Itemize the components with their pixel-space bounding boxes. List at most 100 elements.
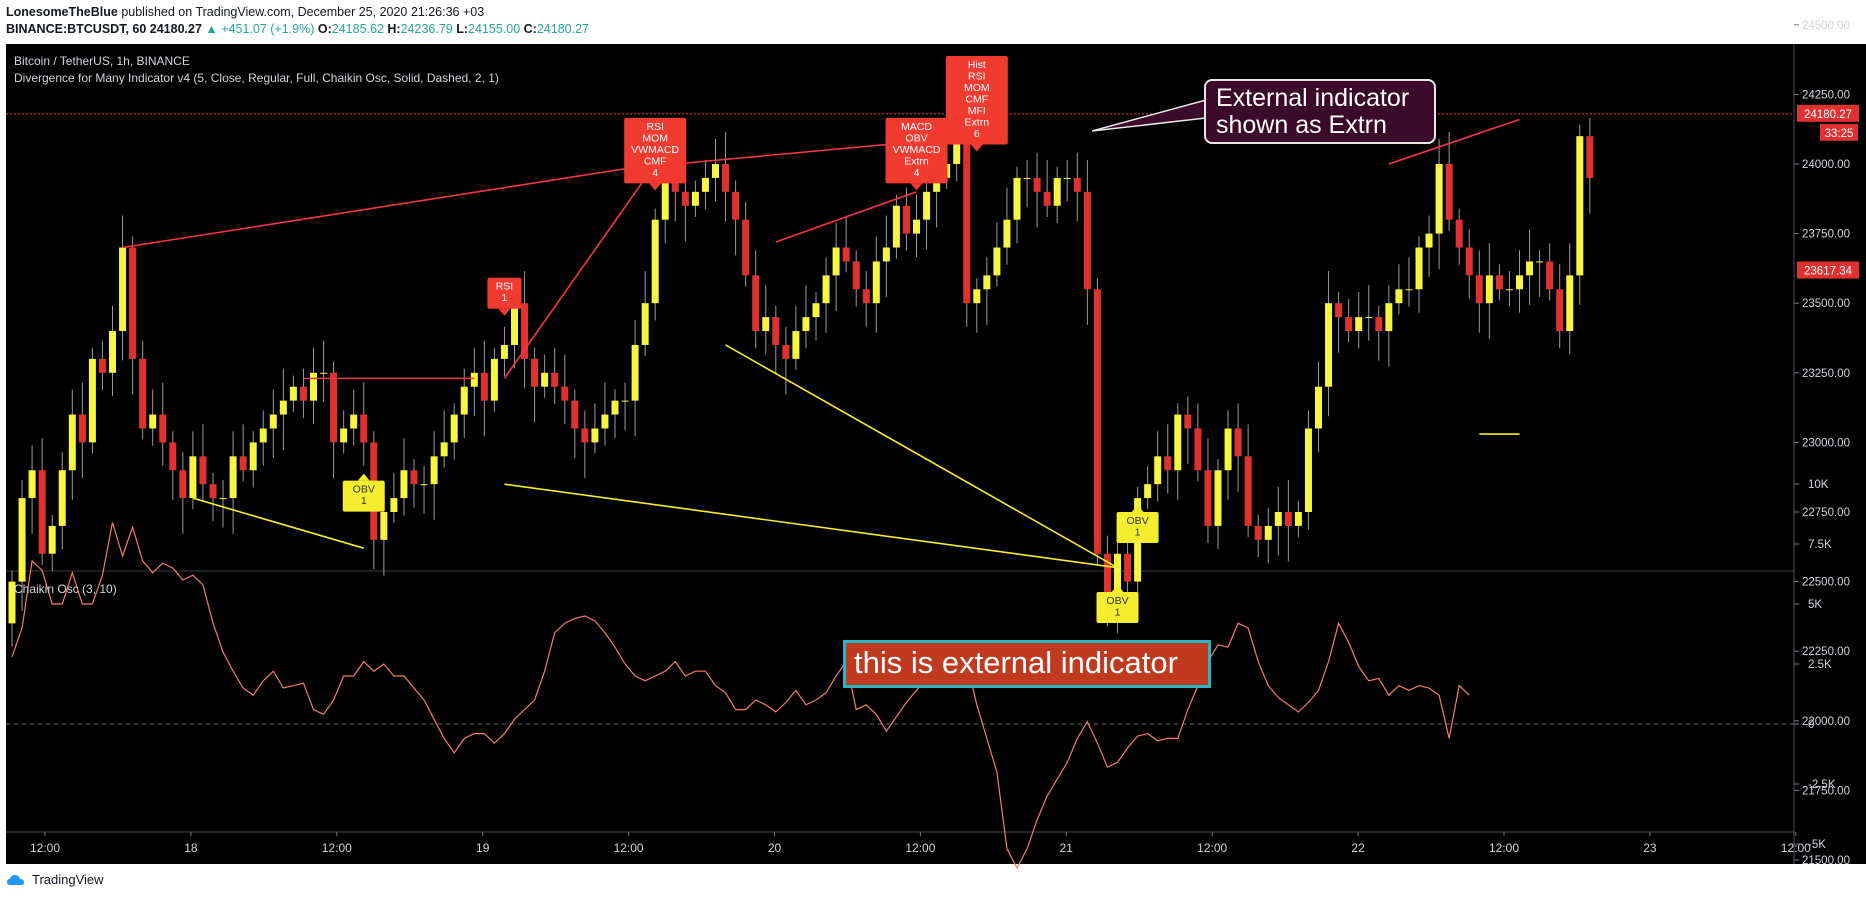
candle-body [179, 470, 187, 499]
candle-body [1345, 317, 1353, 332]
osc-tick-label: 10K [1808, 479, 1829, 491]
candle-body [1385, 303, 1393, 332]
candle-body [1294, 512, 1302, 526]
osc-tick-label: -2.5K [1808, 779, 1836, 791]
osc-tick-label: 5K [1808, 599, 1822, 611]
candle-body [28, 470, 36, 499]
candle-body [1144, 484, 1152, 499]
candle-body [18, 498, 26, 582]
candle-body [149, 414, 157, 429]
candle-body [892, 205, 900, 248]
candle-body [1325, 303, 1333, 387]
price-tag-label: 24180.27 [1804, 109, 1852, 121]
price-tick-label: 22500.00 [1802, 577, 1850, 589]
candle-body [229, 456, 237, 499]
bearish-divergence-label [945, 56, 1008, 145]
tradingview-cloud-icon [7, 874, 24, 885]
candle-body [330, 372, 338, 443]
candle-body [1114, 553, 1121, 610]
candle-body [1586, 136, 1594, 178]
candle-body [742, 219, 750, 276]
candle-body [119, 247, 127, 332]
price-tick-label: 23500.00 [1802, 298, 1850, 310]
divergence-label-text: OBV [353, 484, 375, 496]
price-tick-label: 23750.00 [1802, 229, 1850, 241]
candle-body [511, 303, 518, 345]
candle-body [440, 442, 448, 457]
candle-body [782, 344, 790, 359]
candle-body [1576, 136, 1584, 276]
candle-body [1194, 428, 1202, 471]
candle-body [1103, 553, 1111, 610]
tradingview-brand[interactable]: TradingView [32, 872, 104, 887]
time-tick-label: 12:00 [905, 841, 935, 855]
candle-body [239, 456, 247, 471]
oscillator-legend[interactable]: Chaikin Osc (3, 10) [14, 582, 117, 596]
divergence-label-text: Hist [968, 59, 986, 71]
candle-body [953, 136, 961, 164]
high-value: 24236.79 [400, 22, 453, 36]
divergence-label-text: Extrn [904, 155, 929, 167]
divergence-label-text: 1 [1135, 527, 1141, 539]
bearish-divergence-label [885, 117, 948, 184]
osc-tick-label: 0 [1808, 719, 1814, 731]
low-label: L: [456, 22, 469, 36]
candle-body [1405, 289, 1413, 291]
candle-body [1445, 164, 1453, 220]
divergence-label-text: RSI [646, 121, 664, 133]
author-name[interactable]: LonesomeTheBlue [6, 5, 118, 19]
price-tick-label: 24250.00 [1802, 89, 1850, 101]
candle-body [1435, 164, 1443, 234]
candle-body [712, 164, 719, 178]
time-tick-label: 12:00 [1781, 841, 1811, 855]
candle-body [1495, 275, 1503, 290]
candle-body [88, 358, 96, 443]
candle-body [973, 289, 981, 304]
ohlc-line: BINANCE:BTCUSDT, 60 24180.27 ▲ +451.07 (… [6, 21, 589, 38]
candle-body [249, 442, 257, 471]
candle-body [1053, 177, 1061, 206]
indicator-legend[interactable]: Divergence for Many Indicator v4 (5, Clo… [14, 71, 499, 85]
time-tick-label: 12:00 [322, 841, 352, 855]
candle-body [1335, 303, 1343, 318]
time-tick-label: 22 [1351, 841, 1365, 855]
time-tick-label: 23 [1643, 841, 1657, 855]
divergence-label-text: CMF [965, 94, 988, 106]
divergence-line [775, 191, 917, 243]
candle-body [68, 414, 76, 471]
divergence-label-text: 1 [502, 292, 508, 304]
candle-body [199, 456, 207, 485]
candle-body [269, 414, 277, 429]
candle-body [38, 470, 46, 554]
open-label: O: [317, 22, 332, 36]
candle-body [1124, 553, 1132, 582]
candle-body [832, 247, 840, 276]
bearish-divergence-label [487, 277, 522, 309]
time-tick-label: 18 [184, 841, 198, 855]
candle-body [1033, 177, 1041, 192]
candle-body [1093, 289, 1101, 554]
candle-body [611, 400, 619, 415]
price-tag-label: 33:25 [1825, 128, 1854, 140]
price-tick-label: 21500.00 [1802, 855, 1850, 867]
last-price: 24180.27 [149, 22, 202, 36]
candle-body [521, 303, 529, 359]
candle-body [1365, 317, 1373, 319]
candle-body [1244, 456, 1252, 526]
divergence-line [504, 483, 1118, 569]
osc-series-line [11, 522, 1470, 870]
candle-body [1254, 525, 1262, 540]
candle-body [420, 484, 428, 486]
osc-tick-label: -5K [1808, 839, 1826, 851]
price-tick-label: 22000.00 [1802, 716, 1850, 728]
candle-body [460, 386, 468, 415]
divergence-label-text: 6 [974, 128, 980, 140]
candle-body [189, 456, 197, 499]
candle-body [1516, 275, 1523, 290]
candle-body [1415, 247, 1423, 290]
candle-body [541, 372, 549, 387]
candle-body [1475, 275, 1483, 304]
candle-body [762, 317, 770, 332]
candle-body [1214, 470, 1222, 526]
